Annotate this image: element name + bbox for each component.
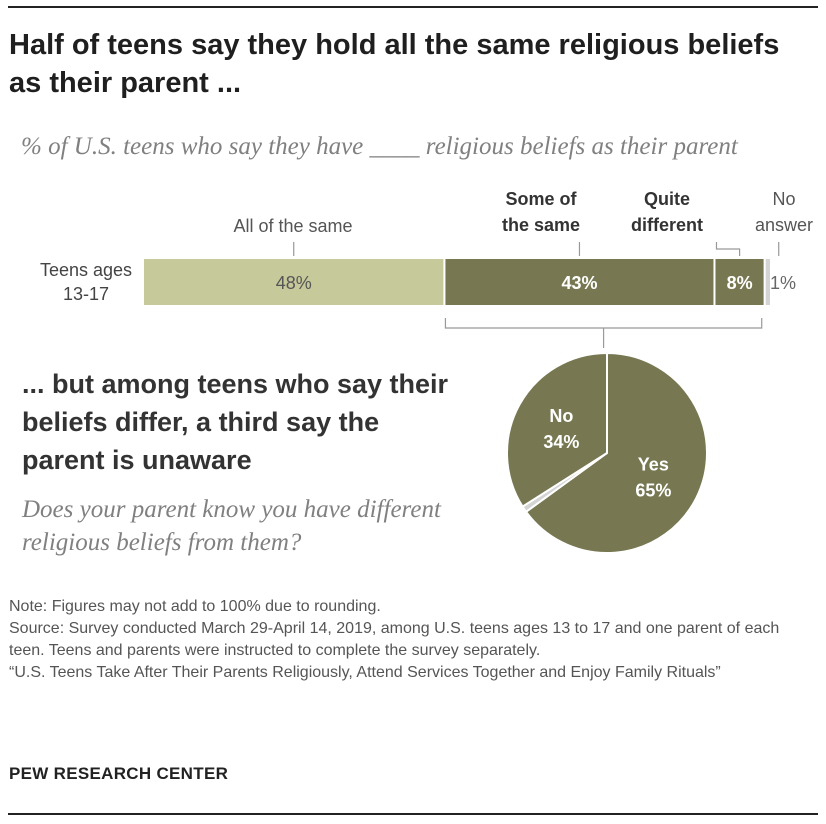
- chart-area: Teens ages 13-17 48% 43% 8% 1% All of the same…: [40, 189, 813, 554]
- report-title-text: “U.S. Teens Take After Their Parents Rel…: [9, 664, 721, 681]
- row-label: Teens ages 13-17: [40, 260, 132, 304]
- pie-subhead: ... but among teens who say their belief…: [22, 369, 449, 475]
- notes-block: Note: Figures may not add to 100% due to…: [9, 596, 817, 684]
- bar-header-some-of-the-same: Some of the same: [502, 189, 580, 235]
- bar-value-label-some-of-the-same: 43%: [561, 273, 597, 293]
- pie-slice-yes: [524, 351, 708, 554]
- pie-label-no: No 34%: [543, 406, 579, 452]
- bar-header-quite-different: Quite different: [631, 189, 703, 235]
- bottom-rule: [8, 813, 818, 815]
- leader-line-quite-different: [715, 242, 741, 256]
- bar-segment-no-answer: [763, 257, 772, 307]
- bar-header-no-answer: No answer: [755, 189, 813, 235]
- chart-title: Half of teens say they hold all the same…: [9, 29, 780, 99]
- source-text: Source: Survey conducted March 29-April …: [9, 620, 780, 659]
- pie-question: Does your parent know you have different…: [22, 496, 441, 556]
- bar-header-all-of-the-same: All of the same: [233, 216, 352, 236]
- bracket-differ-group: [444, 318, 763, 329]
- bar-value-label-all-of-the-same: 48%: [276, 273, 312, 293]
- bar-value-label-no-answer: 1%: [770, 273, 796, 293]
- bar-segment-quite-different: [713, 257, 766, 307]
- pie-slice-no: [506, 351, 608, 508]
- pie-label-yes: Yes 65%: [635, 455, 671, 501]
- bar-segment-some-of-the-same: [443, 257, 716, 307]
- top-rule: [8, 6, 818, 8]
- chart-subtitle: % of U.S. teens who say they have ____ r…: [21, 133, 738, 160]
- bar-segment-all-of-the-same: [142, 257, 446, 307]
- bar-value-label-quite-different: 8%: [727, 273, 753, 293]
- pew-research-center-logo: PEW RESEARCH CENTER: [9, 764, 229, 783]
- note-text: Note: Figures may not add to 100% due to…: [9, 598, 381, 615]
